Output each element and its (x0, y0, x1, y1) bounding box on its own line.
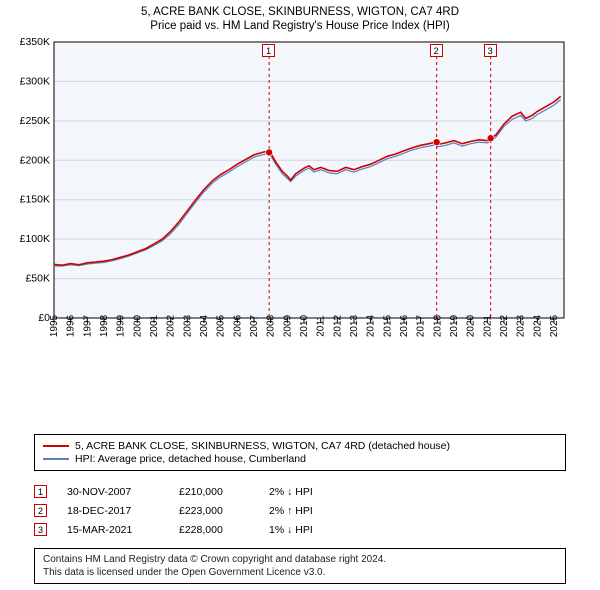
event-row: 1 30-NOV-2007 £210,000 2% ↓ HPI (34, 485, 566, 498)
event-list: 1 30-NOV-2007 £210,000 2% ↓ HPI 2 18-DEC… (34, 479, 566, 542)
svg-text:£350K: £350K (20, 36, 50, 48)
footer-line: This data is licensed under the Open Gov… (43, 566, 557, 579)
event-marker-icon: 1 (34, 485, 47, 498)
svg-text:£300K: £300K (20, 75, 50, 87)
chart-event-marker: 3 (484, 44, 497, 57)
legend-label: HPI: Average price, detached house, Cumb… (75, 453, 306, 465)
event-row: 3 15-MAR-2021 £228,000 1% ↓ HPI (34, 523, 566, 536)
event-delta: 1% ↓ HPI (269, 524, 313, 536)
footer: Contains HM Land Registry data © Crown c… (34, 548, 566, 584)
legend-label: 5, ACRE BANK CLOSE, SKINBURNESS, WIGTON,… (75, 440, 450, 452)
price-chart: £0£50K£100K£150K£200K£250K£300K£350K1995… (10, 32, 572, 362)
legend-item: 5, ACRE BANK CLOSE, SKINBURNESS, WIGTON,… (43, 440, 557, 452)
event-date: 30-NOV-2007 (67, 486, 159, 498)
svg-text:£200K: £200K (20, 154, 50, 166)
chart-event-marker: 2 (430, 44, 443, 57)
event-marker-icon: 3 (34, 523, 47, 536)
event-price: £210,000 (179, 486, 249, 498)
footer-line: Contains HM Land Registry data © Crown c… (43, 553, 557, 566)
event-row: 2 18-DEC-2017 £223,000 2% ↑ HPI (34, 504, 566, 517)
svg-text:£250K: £250K (20, 115, 50, 127)
event-price: £223,000 (179, 505, 249, 517)
legend-swatch (43, 445, 69, 447)
event-delta: 2% ↑ HPI (269, 505, 313, 517)
chart-event-marker: 1 (262, 44, 275, 57)
svg-text:£50K: £50K (25, 273, 50, 285)
chart-subtitle: Price paid vs. HM Land Registry's House … (10, 20, 590, 32)
event-delta: 2% ↓ HPI (269, 486, 313, 498)
legend: 5, ACRE BANK CLOSE, SKINBURNESS, WIGTON,… (34, 434, 566, 471)
chart-area: £0£50K£100K£150K£200K£250K£300K£350K1995… (10, 32, 590, 428)
event-price: £228,000 (179, 524, 249, 536)
svg-text:£150K: £150K (20, 194, 50, 206)
event-marker-icon: 2 (34, 504, 47, 517)
chart-title: 5, ACRE BANK CLOSE, SKINBURNESS, WIGTON,… (10, 6, 590, 18)
legend-swatch (43, 458, 69, 459)
chart-titles: 5, ACRE BANK CLOSE, SKINBURNESS, WIGTON,… (10, 6, 590, 32)
svg-text:£100K: £100K (20, 233, 50, 245)
legend-item: HPI: Average price, detached house, Cumb… (43, 453, 557, 465)
event-date: 18-DEC-2017 (67, 505, 159, 517)
event-date: 15-MAR-2021 (67, 524, 159, 536)
